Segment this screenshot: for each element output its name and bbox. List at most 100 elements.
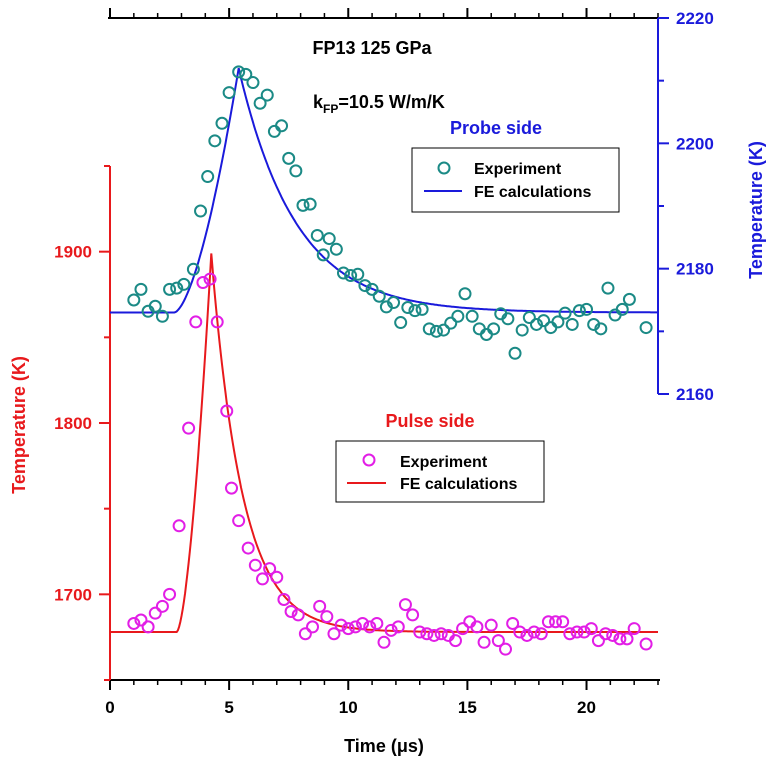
pulse-experiment-point [479,637,490,648]
left-axis-label: Temperature (K) [9,356,29,494]
probe-experiment-point [617,304,628,315]
probe-experiment-point [602,283,613,294]
probe-experiment-point [445,318,456,329]
subtitle-sub: FP [323,102,338,116]
right-y-ticks: 2160 2180 2200 2220 [658,9,714,404]
top-axis-ticks [110,8,658,18]
pulse-experiment-point [271,572,282,583]
probe-experiment-point [324,233,335,244]
pulse-experiment-point [622,633,633,644]
probe-experiment-point [135,284,146,295]
pulse-experiment-point [307,621,318,632]
probe-experiment-point [641,322,652,333]
pulse-experiment-point [314,601,325,612]
left-tick-label: 1700 [54,585,92,604]
pulse-experiment-point [321,611,332,622]
pulse-experiment-point [174,520,185,531]
probe-experiment-point [128,295,139,306]
right-axis-label: Temperature (K) [746,141,766,279]
probe-experiment-point [395,317,406,328]
probe-experiment-point [283,153,294,164]
probe-experiment-point [481,329,492,340]
probe-experiment-point [517,325,528,336]
pulse-experiment-point [226,483,237,494]
pulse-experiment-point [536,628,547,639]
probe-experiment-point [216,118,227,129]
probe-legend: Experiment FE calculations [412,148,619,212]
probe-experiment-point [188,264,199,275]
pulse-legend-fe: FE calculations [400,476,517,493]
probe-experiment-point [202,171,213,182]
x-tick-label: 0 [105,698,114,717]
probe-experiment-point [624,294,635,305]
probe-experiment-point [488,323,499,334]
right-tick-label: 2220 [676,9,714,28]
probe-experiment-point [276,120,287,131]
left-y-ticks: 1700 1800 1900 [54,166,110,680]
pulse-experiment-point [190,316,201,327]
probe-experiment-point [305,199,316,210]
pulse-experiment-point [641,639,652,650]
left-tick-label: 1800 [54,414,92,433]
probe-experiment-point [452,311,463,322]
right-tick-label: 2200 [676,134,714,153]
pulse-experiment-point [500,644,511,655]
probe-experiment-point [545,322,556,333]
pulse-experiment-point [407,609,418,620]
probe-experiment-point [269,126,280,137]
probe-experiment-point [467,311,478,322]
probe-legend-experiment: Experiment [474,161,562,178]
axes: 0 5 10 15 20 1700 1800 1900 2160 2180 2200 2220 [54,8,714,717]
pulse-experiment-point [164,589,175,600]
x-tick-label: 15 [458,698,477,717]
probe-experiment-point [610,310,621,321]
pulse-legend-experiment: Experiment [400,454,488,471]
pulse-experiment-point [300,628,311,639]
pulse-experiment-point [157,601,168,612]
x-tick-label: 20 [577,698,596,717]
x-ticks: 0 5 10 15 20 [105,680,658,717]
x-axis-label: Time (μs) [344,736,424,756]
left-tick-label: 1900 [54,243,92,262]
probe-experiment-point [438,325,449,336]
chart-title: FP13 125 GPa [312,38,432,58]
pulse-experiment-point [400,599,411,610]
pulse-legend: Experiment FE calculations [336,441,544,502]
probe-experiment-point [262,90,273,101]
subtitle-rest: =10.5 W/m/K [338,92,445,112]
probe-experiment-point [352,269,363,280]
pulse-experiment-point [379,637,390,648]
probe-experiment-point [510,348,521,359]
probe-experiment-point [312,230,323,241]
probe-legend-box [412,148,619,212]
pulse-experiment-point [233,515,244,526]
probe-experiment-point [460,288,471,299]
pulse-experiment-point [257,573,268,584]
probe-legend-fe: FE calculations [474,184,591,201]
probe-experiment-point [318,249,329,260]
probe-experiment-point [417,304,428,315]
probe-experiment-point [424,323,435,334]
x-tick-label: 5 [224,698,233,717]
right-tick-label: 2180 [676,260,714,279]
pulse-experiment-point [250,560,261,571]
probe-side-label: Probe side [450,118,542,138]
right-tick-label: 2160 [676,385,714,404]
pulse-experiment-point [143,621,154,632]
probe-experiment-point [524,312,535,323]
probe-experiment-point [581,304,592,315]
pulse-experiment-point [486,620,497,631]
probe-experiment-point [209,135,220,146]
probe-experiment-point [560,308,571,319]
probe-experiment-point [195,206,206,217]
chart-subtitle: kFP=10.5 W/m/K [313,92,445,116]
pulse-side-label: Pulse side [385,411,474,431]
pulse-experiment-point [183,423,194,434]
probe-experiment-point [247,77,258,88]
pulse-experiment-point [593,635,604,646]
probe-experiment-point [331,244,342,255]
probe-experiment-point [567,319,578,330]
x-tick-label: 10 [339,698,358,717]
pulse-experiment-point [243,543,254,554]
